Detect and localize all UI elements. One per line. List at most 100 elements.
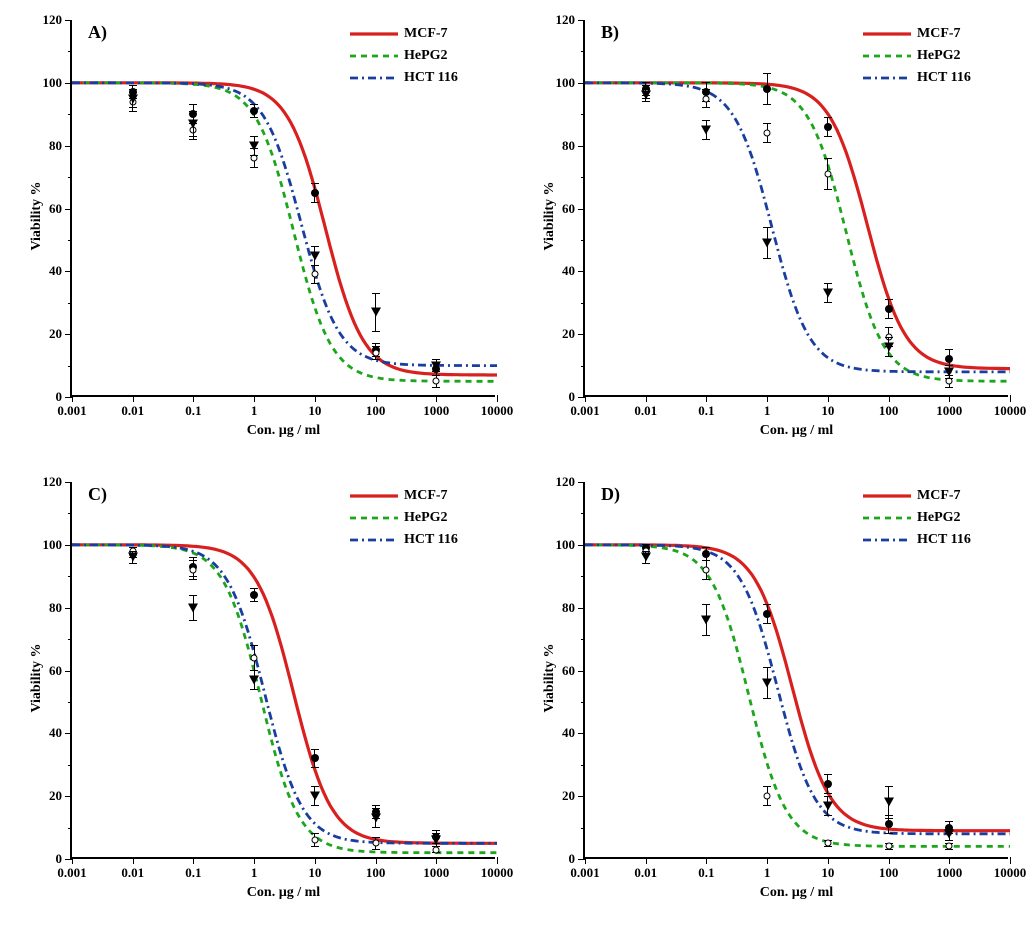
yticklabel: 20 bbox=[562, 788, 575, 804]
errorbar-cap bbox=[885, 786, 893, 787]
yticklabel: 60 bbox=[562, 663, 575, 679]
xticklabel: 0.01 bbox=[121, 865, 144, 881]
marker-HePG2 bbox=[946, 378, 953, 385]
marker-HePG2 bbox=[372, 840, 379, 847]
marker-HCT116 bbox=[371, 814, 381, 823]
marker-HCT116 bbox=[701, 125, 711, 134]
curve-HePG2 bbox=[585, 83, 1010, 381]
marker-HCT116 bbox=[762, 679, 772, 688]
legend-label: MCF-7 bbox=[917, 26, 961, 42]
errorbar-cap bbox=[702, 560, 710, 561]
yticklabel: 100 bbox=[43, 537, 63, 553]
errorbar-cap bbox=[885, 299, 893, 300]
marker-HePG2 bbox=[433, 846, 440, 853]
yticklabel: 80 bbox=[49, 138, 62, 154]
ytick bbox=[578, 271, 585, 272]
marker-HCT116 bbox=[249, 141, 259, 150]
errorbar-cap bbox=[311, 805, 319, 806]
yticklabel: 80 bbox=[562, 600, 575, 616]
panel-label: B) bbox=[601, 22, 619, 43]
yticklabel: 100 bbox=[556, 75, 576, 91]
xticklabel: 100 bbox=[879, 403, 899, 419]
errorbar-cap bbox=[945, 365, 953, 366]
xticklabel: 0.001 bbox=[570, 865, 599, 881]
errorbar-cap bbox=[702, 120, 710, 121]
errorbar-cap bbox=[432, 359, 440, 360]
errorbar-cap bbox=[763, 123, 771, 124]
errorbar-cap bbox=[311, 246, 319, 247]
errorbar-cap bbox=[432, 371, 440, 372]
errorbar-cap bbox=[250, 645, 258, 646]
errorbar-cap bbox=[763, 258, 771, 259]
panel-A: 0204060801001200.0010.010.11101001000100… bbox=[0, 0, 513, 462]
legend-row: HePG2 bbox=[350, 508, 458, 528]
errorbar-cap bbox=[763, 667, 771, 668]
ytick bbox=[65, 146, 72, 147]
errorbar-cap bbox=[763, 104, 771, 105]
xticklabel: 10000 bbox=[994, 403, 1026, 419]
legend-label: HCT 116 bbox=[917, 70, 971, 86]
ytick bbox=[65, 608, 72, 609]
curve-HCT116 bbox=[585, 83, 1010, 372]
marker-MCF-7 bbox=[311, 754, 319, 762]
legend-label: HePG2 bbox=[404, 510, 448, 526]
errorbar-cap bbox=[824, 796, 832, 797]
errorbar-cap bbox=[189, 560, 197, 561]
xlabel: Con. µg / ml bbox=[585, 423, 1008, 439]
errorbar-cap bbox=[250, 104, 258, 105]
ylabel: Viability % bbox=[542, 181, 558, 250]
errorbar-cap bbox=[763, 805, 771, 806]
marker-HePG2 bbox=[251, 155, 258, 162]
errorbar-cap bbox=[189, 557, 197, 558]
errorbar-cap bbox=[432, 375, 440, 376]
ytick bbox=[578, 20, 585, 21]
curve-HePG2 bbox=[585, 545, 1010, 847]
errorbar-cap bbox=[763, 142, 771, 143]
yticklabel: 120 bbox=[43, 474, 63, 490]
curve-MCF-7 bbox=[585, 83, 1010, 369]
ytick bbox=[578, 83, 585, 84]
errorbar-cap bbox=[432, 387, 440, 388]
marker-HCT116 bbox=[188, 603, 198, 612]
errorbar-cap bbox=[372, 849, 380, 850]
xtick bbox=[497, 857, 498, 864]
errorbar-cap bbox=[702, 89, 710, 90]
ytick bbox=[65, 733, 72, 734]
ytick bbox=[578, 397, 585, 398]
ylabel: Viability % bbox=[29, 181, 45, 250]
errorbar-cap bbox=[250, 136, 258, 137]
legend-row: HCT 116 bbox=[863, 68, 971, 88]
xticklabel: 0.01 bbox=[634, 865, 657, 881]
errorbar-cap bbox=[311, 202, 319, 203]
errorbar-cap bbox=[763, 698, 771, 699]
figure-root: 0204060801001200.0010.010.11101001000100… bbox=[0, 0, 1026, 925]
yticklabel: 20 bbox=[49, 326, 62, 342]
errorbar-cap bbox=[702, 635, 710, 636]
ytick bbox=[65, 20, 72, 21]
curve-MCF-7 bbox=[72, 83, 497, 375]
xticklabel: 10000 bbox=[481, 403, 514, 419]
errorbar-cap bbox=[189, 595, 197, 596]
ytick bbox=[65, 859, 72, 860]
legend-row: HePG2 bbox=[863, 508, 971, 528]
legend-sample bbox=[863, 508, 911, 528]
legend-label: HePG2 bbox=[404, 48, 448, 64]
legend: MCF-7HePG2HCT 116 bbox=[863, 486, 971, 552]
marker-HCT116 bbox=[944, 367, 954, 376]
ytick bbox=[65, 209, 72, 210]
yticklabel: 60 bbox=[562, 201, 575, 217]
errorbar-cap bbox=[702, 107, 710, 108]
errorbar-cap bbox=[250, 167, 258, 168]
errorbar-cap bbox=[642, 101, 650, 102]
curve-HCT116 bbox=[72, 545, 497, 844]
errorbar-cap bbox=[763, 786, 771, 787]
xticklabel: 1 bbox=[764, 403, 771, 419]
xticklabel: 100 bbox=[366, 865, 386, 881]
legend-row: MCF-7 bbox=[350, 24, 458, 44]
errorbar-cap bbox=[642, 89, 650, 90]
errorbar-cap bbox=[311, 846, 319, 847]
ytick bbox=[65, 83, 72, 84]
marker-HCT116 bbox=[641, 553, 651, 562]
yticklabel: 100 bbox=[43, 75, 63, 91]
curve-HCT116 bbox=[72, 83, 497, 366]
